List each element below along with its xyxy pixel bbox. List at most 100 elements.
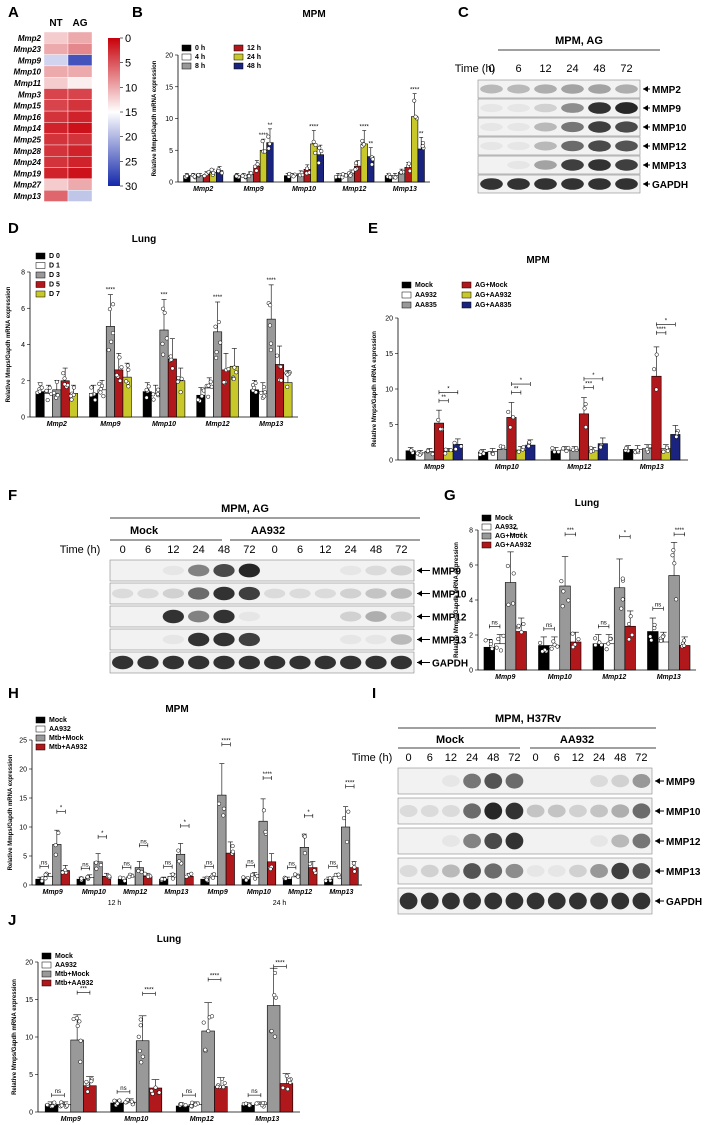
time-point: 0 [533, 752, 539, 764]
time-point: 24 [593, 752, 605, 764]
blot-band [615, 84, 638, 94]
data-point [209, 1014, 215, 1019]
time-point: 6 [515, 63, 521, 75]
heatmap-cell [67, 54, 93, 67]
y-tick-label: 6 [21, 306, 25, 313]
legend-swatch [461, 301, 472, 309]
data-point [255, 162, 260, 167]
bar [225, 852, 235, 886]
data-point [136, 1034, 141, 1039]
data-point [240, 173, 245, 178]
data-point [78, 1038, 83, 1043]
y-tick-label: 0 [469, 668, 473, 675]
data-point [268, 303, 273, 308]
data-point [254, 168, 259, 173]
blot-band [442, 864, 460, 878]
heatmap-cell [67, 65, 93, 78]
y-tick-label: 6 [469, 563, 473, 570]
time-point: 72 [620, 63, 632, 75]
blot-band-label: MMP10 [666, 807, 701, 818]
y-tick-label: 5 [169, 148, 173, 155]
data-point [268, 866, 273, 871]
blot-band-label: GAPDH [432, 659, 468, 670]
blot-band [365, 565, 387, 576]
legend-label: D 1 [49, 263, 60, 270]
time-point: 0 [272, 544, 278, 556]
data-point [192, 174, 197, 179]
blot-band [547, 892, 566, 910]
data-point [346, 809, 351, 814]
heatmap-cell [67, 99, 93, 112]
blot-band-label: MMP9 [666, 777, 695, 788]
y-axis-label: Relative Mmps/Gapdh mRNA expression [12, 979, 18, 1095]
blot-band [590, 892, 608, 910]
legend-swatch [35, 281, 46, 288]
category-label: Mmp9 [43, 889, 63, 896]
blot-band [188, 587, 210, 600]
blot-band [569, 804, 587, 818]
legend-swatch [233, 44, 244, 52]
legend-swatch [35, 262, 46, 269]
legend-swatch [41, 952, 52, 960]
blot-band [213, 563, 235, 578]
data-point [170, 876, 175, 881]
blot-band [188, 610, 210, 623]
colorbar-tick-label: 15 [125, 107, 137, 119]
blot-band [188, 564, 210, 577]
legend-swatch [401, 281, 412, 289]
time-label: Time (h) [60, 544, 101, 556]
legend-swatch [461, 291, 472, 299]
blot-band [590, 804, 608, 818]
data-point [89, 385, 94, 390]
legend-label: Mtb+AA932 [49, 744, 87, 751]
data-point [101, 394, 106, 399]
heatmap-cell [67, 88, 93, 101]
heatmap-cell [67, 144, 93, 157]
blot-strip [397, 767, 653, 795]
data-point [144, 387, 149, 392]
blot-band [632, 803, 651, 819]
data-point [170, 366, 175, 371]
heatmap-row-label: Mmp27 [13, 181, 41, 190]
data-point [272, 970, 278, 975]
data-point [153, 1085, 158, 1090]
legend-swatch [461, 281, 472, 289]
blot-band-label: MMP10 [432, 590, 467, 601]
data-point [304, 166, 310, 171]
legend-swatch [401, 291, 412, 299]
data-point [498, 648, 504, 653]
y-tick-label: 4 [469, 598, 473, 605]
y-axis-label: Relative Mmps/Gapdh mRNA expression [6, 286, 12, 402]
data-point [222, 1081, 227, 1086]
blot-band [484, 802, 503, 820]
data-point [99, 383, 105, 388]
signif-label: ns [82, 862, 88, 868]
data-point [151, 397, 156, 402]
data-point [412, 98, 417, 103]
data-point [248, 171, 254, 176]
blot-band [480, 178, 503, 190]
blot-band-label: MMP13 [432, 636, 467, 647]
y-tick-label: 25 [19, 738, 27, 745]
data-point [272, 993, 277, 998]
data-point [285, 1087, 290, 1092]
blot-band [340, 611, 362, 622]
signif-label: **** [675, 528, 685, 534]
signif-label: ns [206, 861, 212, 867]
blot-band [264, 588, 286, 599]
blot-band [534, 103, 557, 113]
data-point [219, 170, 224, 175]
data-point [168, 354, 173, 359]
data-point [628, 614, 633, 619]
blot-band [442, 804, 460, 818]
blot-band [534, 141, 557, 151]
data-point [112, 1098, 117, 1103]
panel-letter: J [8, 912, 16, 929]
data-point [654, 352, 659, 357]
data-point [44, 388, 49, 393]
legend-swatch [233, 53, 244, 61]
legend-swatch [35, 734, 46, 742]
data-point [37, 389, 42, 394]
time-label: Time (h) [455, 63, 496, 75]
heatmap-cell [43, 133, 69, 146]
